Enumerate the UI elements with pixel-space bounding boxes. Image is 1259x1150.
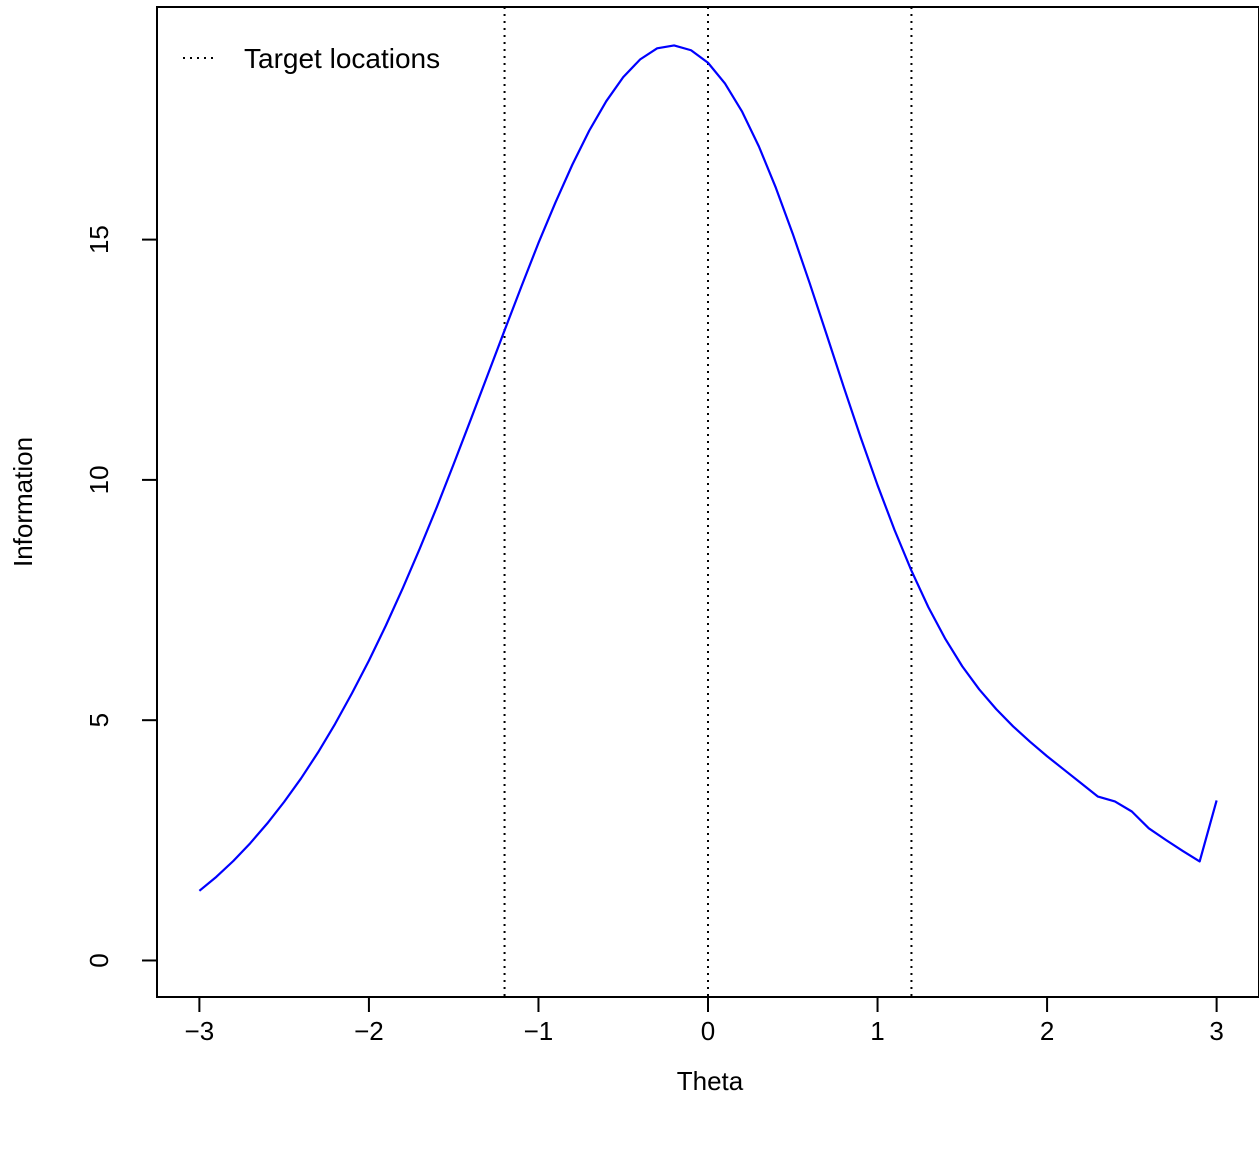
x-tick-label: 1 bbox=[870, 1016, 884, 1046]
x-tick-label: −2 bbox=[354, 1016, 384, 1046]
information-curve-line bbox=[198, 44, 1218, 892]
x-tick-label: 3 bbox=[1209, 1016, 1223, 1046]
x-tick-label: −1 bbox=[524, 1016, 554, 1046]
y-axis: 0 5 10 15 bbox=[84, 225, 158, 968]
x-axis: −3 −2 −1 0 1 2 3 bbox=[185, 996, 1224, 1046]
series-group bbox=[198, 44, 1218, 892]
legend-label: Target locations bbox=[244, 43, 440, 74]
x-tick-label: −3 bbox=[185, 1016, 215, 1046]
x-axis-title: Theta bbox=[677, 1066, 744, 1096]
legend: Target locations bbox=[183, 43, 440, 74]
y-tick-label: 0 bbox=[84, 953, 114, 967]
y-tick-label: 5 bbox=[84, 713, 114, 727]
y-tick-label: 15 bbox=[84, 225, 114, 254]
x-tick-label: 0 bbox=[701, 1016, 715, 1046]
x-tick-label: 2 bbox=[1040, 1016, 1054, 1046]
target-location-lines bbox=[503, 7, 913, 997]
y-tick-label: 10 bbox=[84, 465, 114, 494]
y-axis-title: Information bbox=[8, 437, 38, 567]
